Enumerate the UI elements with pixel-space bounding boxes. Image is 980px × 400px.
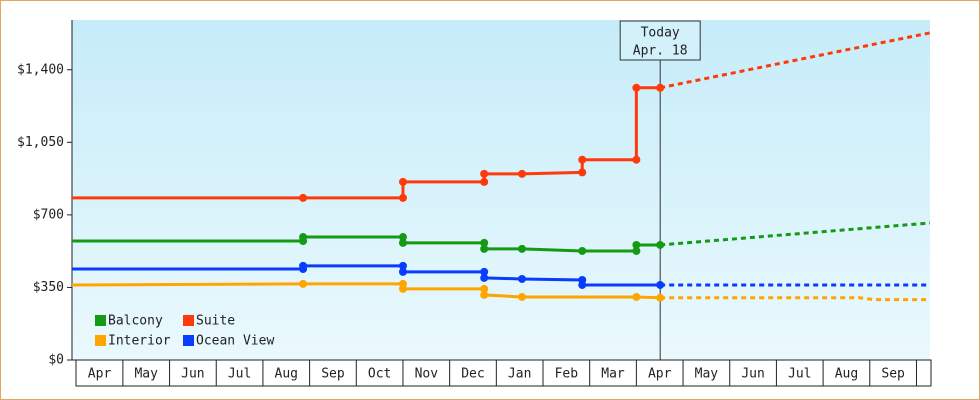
price-marker — [398, 193, 407, 202]
x-tick-label: Jul — [228, 367, 251, 382]
forecast-line — [660, 296, 930, 302]
price-marker — [398, 238, 407, 247]
legend-swatch — [95, 335, 106, 346]
price-marker — [656, 293, 665, 302]
price-marker — [518, 292, 527, 301]
x-tick-label: Feb — [555, 367, 579, 382]
x-tick-label: May — [134, 367, 158, 382]
price-marker — [480, 284, 489, 293]
price-marker — [299, 233, 308, 242]
x-tick-label: Jun — [741, 367, 764, 382]
x-tick-label: Sep — [321, 367, 345, 382]
legend-swatch — [95, 315, 106, 326]
legend-label: Balcony — [108, 314, 163, 329]
price-marker — [656, 280, 665, 289]
price-marker — [480, 290, 489, 299]
legend-swatch — [183, 335, 194, 346]
x-tick-label: Dec — [461, 367, 484, 382]
x-axis-band — [75, 359, 932, 387]
x-tick-label: Nov — [415, 367, 439, 382]
price-marker — [398, 177, 407, 186]
price-marker — [398, 261, 407, 270]
x-tick-label: Apr — [648, 367, 672, 382]
x-tick-label: Sep — [881, 367, 905, 382]
legend-label: Suite — [196, 314, 235, 329]
price-marker — [656, 83, 665, 92]
legend-swatch — [183, 315, 194, 326]
price-marker — [578, 246, 587, 255]
price-marker — [518, 274, 527, 283]
price-marker — [398, 284, 407, 293]
x-tick-label: Mar — [601, 367, 625, 382]
x-tick-label: Aug — [275, 367, 298, 382]
legend-label: Interior — [108, 334, 171, 349]
price-marker — [578, 155, 587, 164]
price-marker — [398, 233, 407, 242]
y-tick-label: $0 — [48, 353, 64, 368]
price-marker — [656, 240, 665, 249]
price-marker — [398, 267, 407, 276]
x-tick-label: Oct — [368, 367, 391, 382]
price-marker — [299, 279, 308, 288]
today-label: Today — [641, 26, 680, 41]
price-marker — [518, 169, 527, 178]
x-tick-label: Jun — [181, 367, 204, 382]
y-tick-label: $350 — [33, 280, 64, 295]
price-marker — [632, 246, 641, 255]
price-marker — [632, 292, 641, 301]
x-tick-label: Jul — [788, 367, 811, 382]
x-tick-label: May — [695, 367, 719, 382]
y-tick-label: $700 — [33, 207, 64, 222]
price-marker — [480, 238, 489, 247]
legend-label: Ocean View — [196, 334, 274, 349]
x-tick-label: Aug — [835, 367, 858, 382]
today-label: Apr. 18 — [633, 44, 688, 59]
price-marker — [299, 193, 308, 202]
forecast-line — [659, 31, 931, 90]
forecast-line — [660, 221, 931, 247]
price-marker — [632, 155, 641, 164]
price-marker — [480, 267, 489, 276]
y-tick-label: $1,400 — [17, 62, 64, 77]
price-marker — [632, 83, 641, 92]
price-marker — [480, 273, 489, 282]
price-marker — [632, 240, 641, 249]
price-marker — [480, 169, 489, 178]
plot-area — [72, 20, 930, 360]
price-marker — [578, 168, 587, 177]
price-marker — [578, 280, 587, 289]
price-marker — [299, 261, 308, 270]
price-marker — [480, 177, 489, 186]
y-tick-label: $1,050 — [17, 135, 64, 150]
price-line — [72, 86, 661, 200]
today-box — [619, 20, 701, 61]
x-tick-label: Jan — [508, 367, 531, 382]
x-tick-label: Apr — [88, 367, 112, 382]
price-marker — [518, 244, 527, 253]
price-marker — [480, 244, 489, 253]
